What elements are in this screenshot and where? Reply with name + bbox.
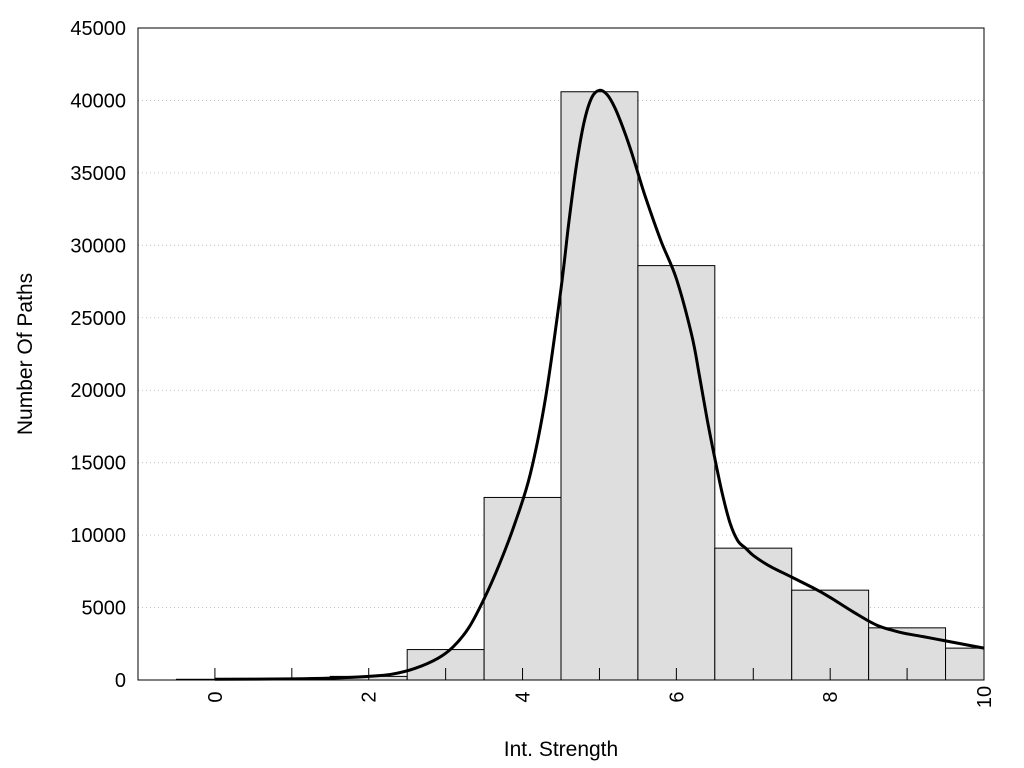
x-tick-label: 6	[666, 691, 688, 702]
x-tick-label: 10	[974, 686, 996, 708]
y-axis-label: Number Of Paths	[14, 273, 37, 435]
plot-border	[137, 27, 985, 681]
x-axis-ticks: 0 2 4 6 8 10	[205, 668, 996, 708]
x-tick-label: 2	[359, 691, 381, 702]
histogram-bar	[791, 589, 870, 681]
y-axis-ticks: 0 5000 10000 15000 20000 25000 30000 35000 40000…	[70, 18, 126, 692]
density-curve-layer	[214, 88, 985, 681]
y-tick-label: 15000	[70, 453, 126, 475]
y-tick-label: 35000	[70, 163, 126, 185]
x-tick-label: 0	[205, 691, 227, 702]
y-tick-label: 40000	[70, 90, 126, 112]
histogram-bar	[945, 647, 985, 681]
y-tick-label: 30000	[70, 235, 126, 257]
histogram-bar	[483, 496, 562, 681]
grid-lines	[138, 100, 984, 608]
plot-frame	[137, 27, 985, 681]
histogram-bar	[560, 91, 639, 681]
y-tick-label: 10000	[70, 525, 126, 547]
y-tick-label: 45000	[70, 18, 126, 40]
y-tick-label: 0	[115, 670, 126, 692]
y-tick-label: 25000	[70, 308, 126, 330]
x-tick-label: 4	[513, 691, 535, 702]
x-tick-label: 8	[820, 691, 842, 702]
histogram-bar	[637, 265, 716, 681]
y-tick-label: 20000	[70, 380, 126, 402]
histogram-bar	[714, 547, 793, 681]
bars	[175, 91, 985, 681]
x-axis-label: Int. Strength	[504, 738, 618, 761]
density-curve	[214, 88, 985, 681]
y-tick-label: 5000	[82, 598, 127, 620]
